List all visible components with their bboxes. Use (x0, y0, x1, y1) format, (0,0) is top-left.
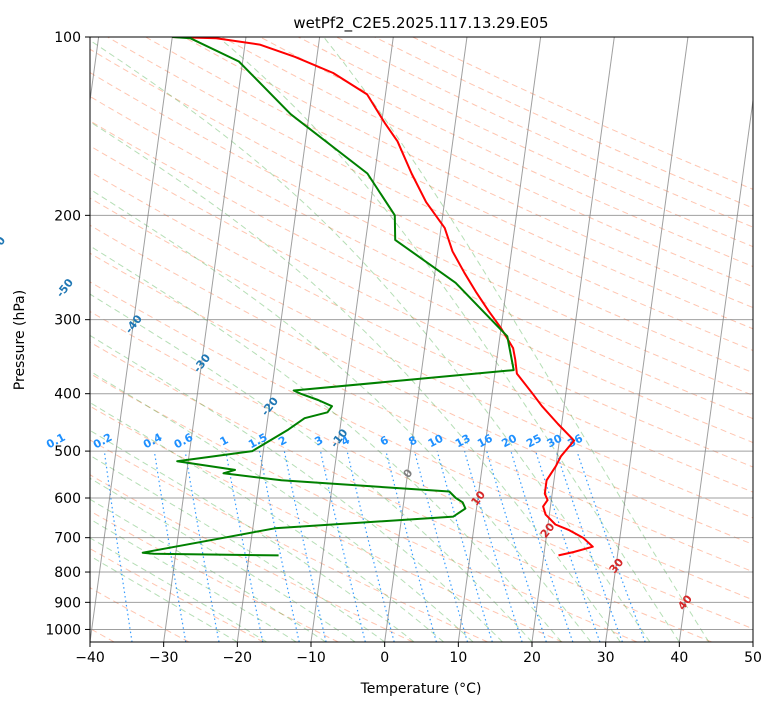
x-axis-label: Temperature (°C) (360, 681, 482, 697)
dry-adiabat-line (90, 548, 264, 642)
dry-adiabat-line (90, 439, 488, 642)
y-tick-label: 300 (54, 313, 81, 329)
moist-adiabat-line (90, 334, 503, 642)
y-axis-label: Pressure (hPa) (12, 290, 28, 390)
y-tick-label: 100 (54, 30, 81, 46)
y-tick-label: 500 (54, 444, 81, 460)
y-tick-label: 700 (54, 531, 81, 547)
dry-adiabat-line (221, 37, 753, 288)
moist-adiabat-line (90, 39, 651, 642)
x-tick-label: 0 (380, 650, 389, 666)
isotherm-label: -60 (0, 234, 8, 258)
x-tick-label: −40 (75, 650, 105, 666)
dry-adiabat-line (90, 197, 753, 519)
isotherm-line (605, 37, 689, 642)
moist-adiabat-line (90, 429, 415, 642)
x-tick-label: 10 (449, 650, 467, 666)
isotherm-line (163, 37, 247, 642)
y-tick-label: 800 (54, 565, 81, 581)
dry-adiabat-line (107, 37, 753, 352)
mixing-ratio-line (486, 450, 547, 642)
moist-adiabat-line (90, 188, 592, 642)
moist-adiabat-line (323, 37, 710, 642)
dewpoint-line (141, 37, 515, 557)
dry-adiabat-line (90, 224, 753, 545)
temperature-line (172, 37, 594, 557)
y-tick-label: 200 (54, 208, 81, 224)
moist-adiabat-line (90, 370, 474, 642)
y-axis-ticks: 100 200 300 400 500 600 700 800 900 1000 (45, 30, 90, 638)
dry-adiabat-line (90, 71, 753, 396)
mixing-ratio-line (510, 450, 574, 642)
x-tick-label: 40 (670, 650, 688, 666)
y-tick-label: 900 (54, 595, 81, 611)
isotherm-line (531, 37, 615, 642)
isotherm-line (678, 96, 753, 642)
profile-lines (141, 37, 594, 557)
plot-frame (89, 36, 754, 643)
x-tick-label: 50 (744, 650, 762, 666)
moist-adiabat-line (217, 37, 680, 642)
dry-adiabat-line (90, 171, 753, 493)
moist-adiabat-line (90, 477, 356, 642)
x-tick-label: 20 (523, 650, 541, 666)
x-tick-label: −30 (149, 650, 179, 666)
isotherm-line (310, 37, 394, 642)
mixing-ratio-label: 20 (499, 432, 519, 451)
y-tick-label: 400 (54, 387, 81, 403)
mixing-ratio-label: 13 (453, 432, 473, 451)
dry-adiabat-line (90, 510, 339, 642)
mixing-ratio-line (385, 450, 437, 642)
x-tick-label: −20 (223, 650, 253, 666)
isotherm-line (90, 37, 173, 642)
mixing-ratio-label: 10 (426, 432, 446, 451)
mixing-ratio-label: 30 (545, 432, 565, 451)
x-tick-label: −10 (296, 650, 326, 666)
y-tick-label: 1000 (45, 622, 81, 638)
x-axis-ticks: −40 −30 −20 −10 0 10 20 30 40 50 (75, 642, 762, 666)
mixing-ratio-label: 16 (475, 432, 495, 451)
moist-adiabat-line (90, 245, 562, 642)
moist-adiabat-line (90, 402, 444, 642)
isotherm-line (236, 37, 321, 642)
dry-adiabat-line (90, 341, 712, 642)
dry-adiabat-line (90, 281, 753, 601)
dry-adiabat-line (90, 373, 638, 642)
y-tick-label: 600 (54, 491, 81, 507)
pressure-grid (90, 37, 753, 642)
moist-adiabat-line (90, 121, 621, 642)
chart-title: wetPf2_C2E5.2025.117.13.29.E05 (293, 14, 548, 33)
isotherm-line (457, 37, 542, 642)
moist-adiabat-line (90, 454, 385, 642)
x-tick-label: 30 (597, 650, 615, 666)
mixing-ratio-line (184, 451, 220, 642)
mixing-ratio-label: 25 (524, 432, 544, 451)
dry-adiabat-line (90, 405, 563, 642)
mixing-ratio-line (413, 450, 469, 642)
isotherm-line (384, 37, 468, 642)
dry-adiabat-line (90, 310, 753, 630)
dry-adiabat-line (90, 95, 753, 420)
mixing-ratio-line (153, 451, 187, 642)
mixing-ratio-line (464, 450, 523, 642)
dry-adiabat-line (145, 37, 753, 330)
